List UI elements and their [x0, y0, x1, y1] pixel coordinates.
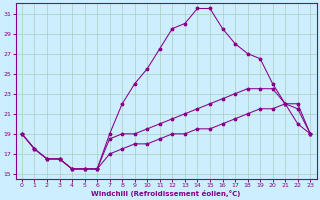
X-axis label: Windchill (Refroidissement éolien,°C): Windchill (Refroidissement éolien,°C)	[92, 190, 241, 197]
